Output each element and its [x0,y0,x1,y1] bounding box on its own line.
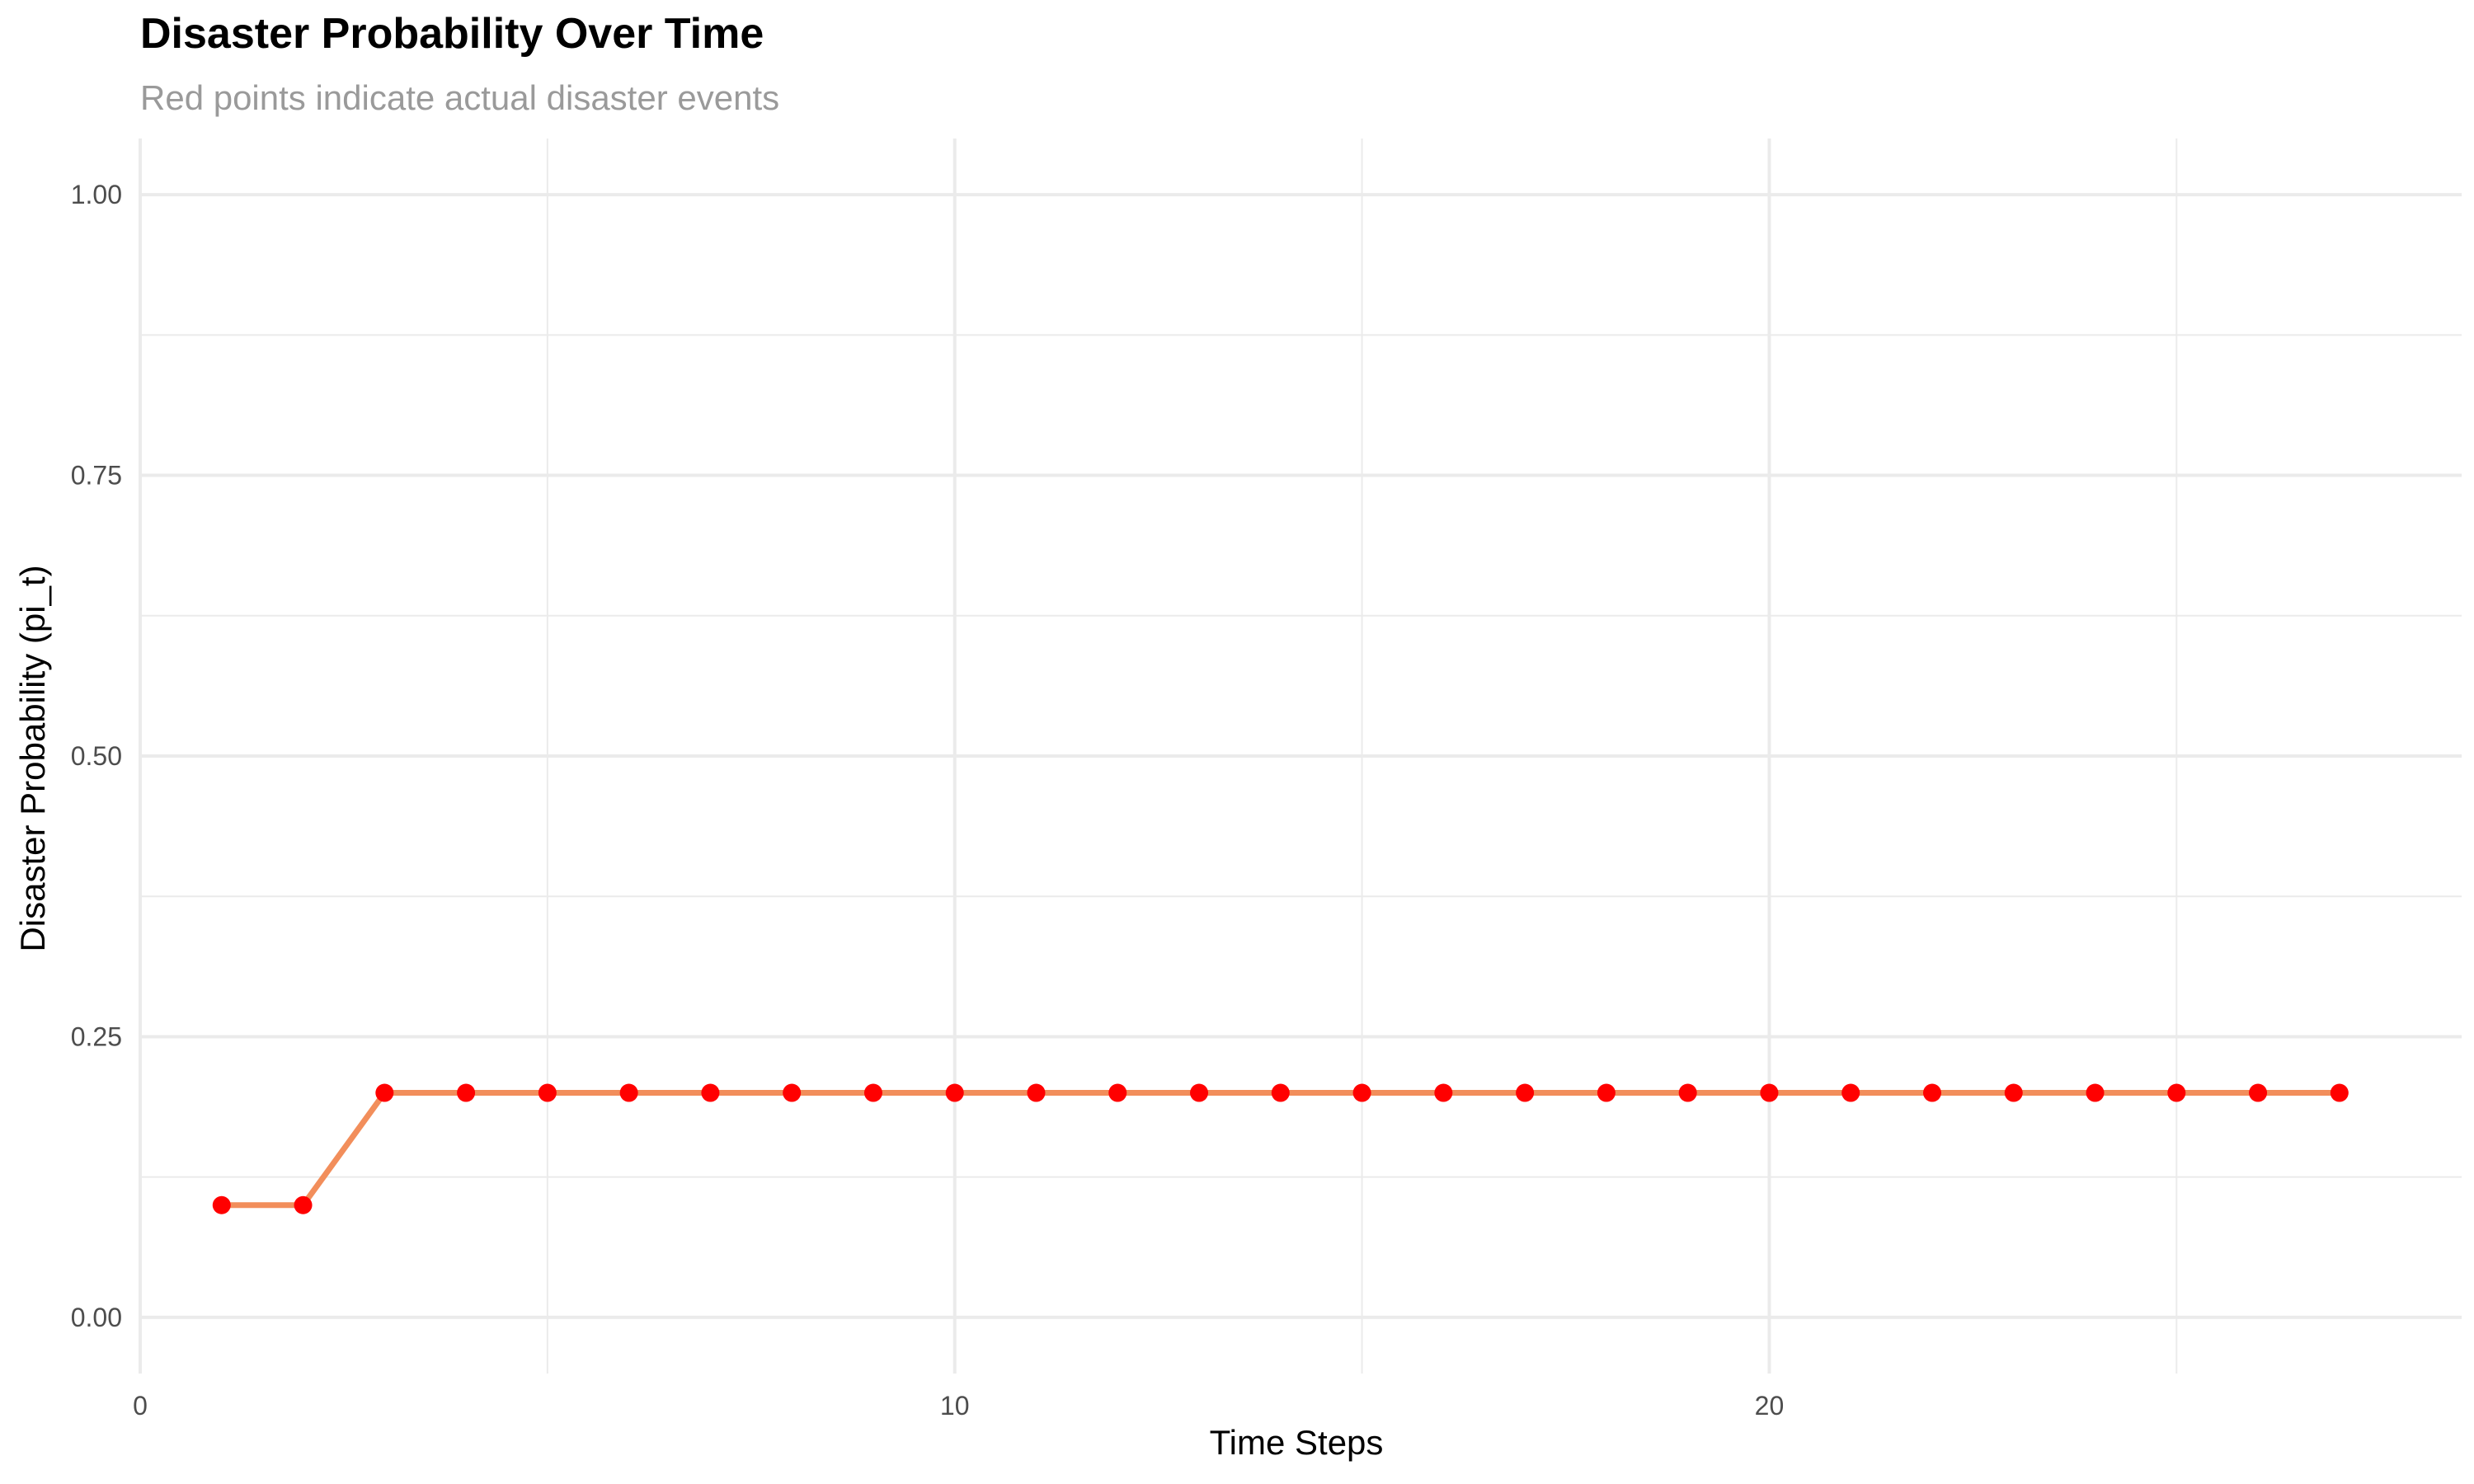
disaster-event-point [1841,1083,1860,1102]
disaster-event-point [1922,1083,1941,1102]
disaster-event-point [1027,1083,1046,1102]
x-tick-label: 10 [940,1391,970,1421]
disaster-event-point [2167,1083,2186,1102]
disaster-event-point [1516,1083,1535,1102]
disaster-event-point [1760,1083,1779,1102]
y-tick-label: 0.50 [71,741,122,771]
series-line-group [219,1090,2343,1209]
points-group [212,1083,2349,1214]
disaster-event-point [1271,1083,1290,1102]
chart-subtitle: Red points indicate actual disaster even… [140,78,779,117]
disaster-event-point [2086,1083,2105,1102]
disaster-event-point [1678,1083,1697,1102]
y-tick-label: 0.00 [71,1303,122,1332]
x-axis-label: Time Steps [1210,1423,1384,1462]
disaster-event-point [212,1195,231,1214]
y-axis-label: Disaster Probability (pi_t) [13,565,52,951]
disaster-event-point [375,1083,394,1102]
disaster-event-point [863,1083,882,1102]
y-tick-label: 1.00 [71,180,122,209]
disaster-event-point [619,1083,638,1102]
disaster-event-point [1190,1083,1209,1102]
disaster-event-point [2004,1083,2023,1102]
series-line [219,1090,2343,1209]
disaster-event-point [457,1083,476,1102]
chart-title: Disaster Probability Over Time [140,10,764,58]
disaster-event-point [783,1083,802,1102]
disaster-event-point [2249,1083,2268,1102]
y-tick-label: 0.25 [71,1021,122,1051]
x-tick-labels: 0 10 20 [133,1391,1784,1421]
disaster-event-point [1434,1083,1453,1102]
disaster-event-point [701,1083,720,1102]
y-tick-label: 0.75 [71,461,122,491]
x-tick-label: 0 [133,1391,148,1421]
disaster-event-point [1352,1083,1371,1102]
disaster-event-point [945,1083,964,1102]
disaster-event-point [294,1195,313,1214]
y-tick-labels: 0.00 0.25 0.50 0.75 1.00 [71,180,122,1332]
disaster-event-point [1597,1083,1616,1102]
disaster-event-point [538,1083,557,1102]
x-tick-label: 20 [1755,1391,1785,1421]
major-gridlines [139,139,2462,1374]
disaster-event-point [2330,1083,2349,1102]
disaster-event-point [1108,1083,1127,1102]
